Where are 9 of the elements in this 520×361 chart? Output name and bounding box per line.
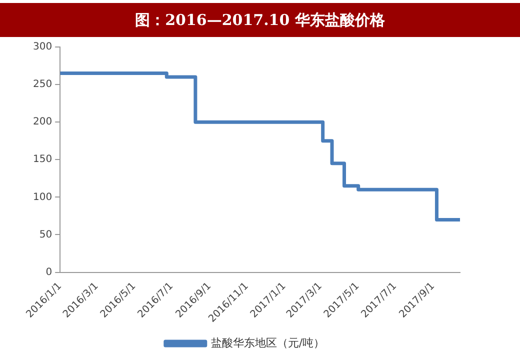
legend-label: 盐酸华东地区（元/吨） (210, 336, 325, 350)
y-tick-label: 50 (39, 229, 52, 240)
y-tick-label: 150 (32, 154, 52, 166)
y-tick-label: 100 (32, 192, 52, 203)
y-tick-label: 250 (32, 79, 52, 90)
chart-title: 图：2016—2017.10 华东盐酸价格 (0, 3, 520, 37)
y-tick-label: 0 (46, 266, 52, 278)
y-tick-label: 300 (32, 42, 52, 53)
y-tick-label: 200 (32, 116, 52, 128)
